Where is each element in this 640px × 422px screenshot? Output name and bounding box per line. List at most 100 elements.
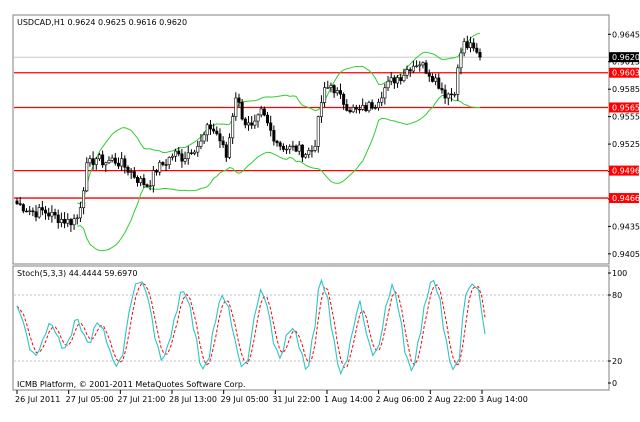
candle-body <box>389 77 393 82</box>
stoch-tick-label: 0 <box>612 379 617 388</box>
candle-body <box>91 158 95 165</box>
price-tick-label: 0.9645 <box>612 30 640 39</box>
candle-body <box>430 76 434 82</box>
stoch-tick-label: 100 <box>612 269 627 278</box>
price-panel[interactable] <box>12 14 610 265</box>
candle-body <box>319 102 323 117</box>
candle-body <box>468 42 472 49</box>
candle-body <box>294 145 298 152</box>
candle-body <box>183 158 187 162</box>
candle-body <box>354 107 358 110</box>
price-tick-label: 0.9405 <box>612 250 640 259</box>
candle-body <box>126 167 130 173</box>
stochastic-axis: 100 80 20 0 <box>14 269 627 388</box>
candle-body <box>300 144 304 158</box>
candle-body <box>399 77 403 82</box>
candle-body <box>373 107 377 109</box>
candle-body <box>148 185 152 187</box>
candle-body <box>202 134 206 142</box>
price-badges: 0.9603 0.9565 0.9496 0.9466 0.9620 <box>609 52 640 204</box>
candle-body <box>120 158 124 167</box>
candle-body <box>104 162 108 166</box>
candle-body <box>25 210 29 213</box>
candle-body <box>418 64 422 67</box>
bollinger-lower-band <box>77 95 481 252</box>
time-tick-label: 27 Jul 21:00 <box>117 395 165 404</box>
candle-body <box>40 207 44 211</box>
candle-body <box>259 108 263 116</box>
candle-body <box>107 160 111 164</box>
candle-body <box>247 122 251 126</box>
candle-body <box>291 145 295 148</box>
candle-body <box>116 162 120 167</box>
candle-body <box>272 130 276 142</box>
candle-body <box>278 142 282 147</box>
candle-body <box>47 212 51 217</box>
time-axis: 26 Jul 2011 27 Jul 05:00 27 Jul 21:00 28 Ju… <box>15 390 528 404</box>
candle-body <box>475 47 479 53</box>
candle-body <box>66 219 70 224</box>
candle-body <box>405 69 409 76</box>
level-badge-label: 0.9496 <box>612 167 640 176</box>
candle-body <box>275 140 279 144</box>
time-tick-label: 1 Aug 14:00 <box>324 395 373 404</box>
candle-body <box>472 42 476 49</box>
copyright-text: ICMB Platform, © 2001-2011 MetaQuotes So… <box>17 380 246 389</box>
candle-body <box>101 154 105 166</box>
candle-body <box>28 210 32 212</box>
candle-body <box>332 85 336 94</box>
stochastic-header: Stoch(5,3,3) 44.4444 59.6970 <box>17 269 137 278</box>
level-badge-label: 0.9565 <box>612 103 640 112</box>
candle-body <box>18 203 22 205</box>
candle-body <box>313 146 317 151</box>
candle-body <box>123 158 127 168</box>
time-tick-label: 27 Jul 05:00 <box>66 395 114 404</box>
candle-body <box>142 178 146 185</box>
symbol-header: USDCAD,H1 0.9624 0.9625 0.9616 0.9620 <box>17 18 187 27</box>
candle-body <box>243 118 247 126</box>
time-tick-label: 26 Jul 2011 <box>15 395 60 404</box>
candle-body <box>357 108 361 111</box>
candle-body <box>329 85 333 88</box>
candle-body <box>97 154 101 160</box>
stochastic-lines <box>16 278 486 376</box>
candle-body <box>37 207 41 218</box>
candle-body <box>113 157 117 164</box>
candle-body <box>383 87 387 99</box>
candle-body <box>361 105 365 110</box>
stoch-tick-label: 20 <box>612 357 622 366</box>
candle-body <box>402 74 406 82</box>
stochastic-panel[interactable] <box>12 265 610 391</box>
candle-body <box>411 65 415 72</box>
candle-body <box>440 88 444 91</box>
candle-body <box>380 97 384 103</box>
candle-body <box>348 110 352 113</box>
candle-body <box>94 158 98 165</box>
candle-body <box>164 164 168 166</box>
candle-body <box>453 94 457 96</box>
candle-body <box>151 170 155 187</box>
candle-body <box>196 146 200 153</box>
candle-body <box>427 73 431 77</box>
candle-body <box>386 80 390 89</box>
candle-body <box>262 108 266 116</box>
candle-body <box>449 93 453 96</box>
candle-body <box>174 150 178 157</box>
price-tick-label: 0.9525 <box>612 140 640 149</box>
candle-body <box>342 93 346 105</box>
time-tick-label: 2 Aug 22:00 <box>427 395 476 404</box>
candle-body <box>234 97 238 117</box>
candle-body <box>316 116 320 147</box>
candle-body <box>31 210 35 213</box>
time-tick-label: 2 Aug 06:00 <box>376 395 425 404</box>
candle-body <box>338 90 342 95</box>
candle-body <box>221 140 225 146</box>
candle-body <box>88 158 92 164</box>
candle-body <box>478 52 482 58</box>
level-badge <box>609 193 639 204</box>
candle-body <box>456 67 460 95</box>
candle-body <box>415 65 419 67</box>
candle-body <box>69 219 73 226</box>
candle-body <box>408 69 412 72</box>
